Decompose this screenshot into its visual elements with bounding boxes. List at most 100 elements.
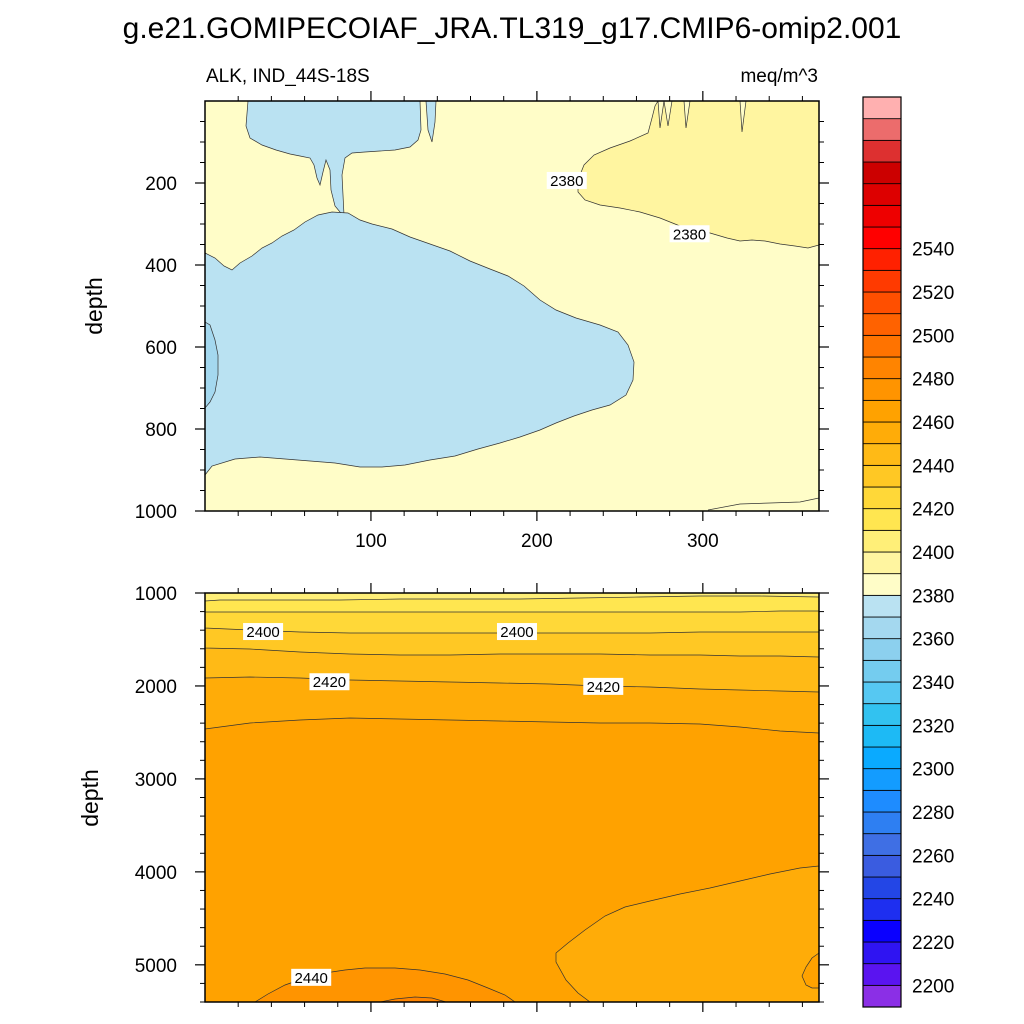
colorbar-tick-label: 2320	[912, 716, 954, 737]
colorbar-tick-label: 2360	[912, 630, 954, 651]
upper-contour-line-bottom-right	[707, 497, 819, 511]
lower-contour-label: 2400	[496, 623, 537, 641]
upper-y-tick-label: 200	[145, 174, 177, 195]
lower-contour-label-bg	[243, 623, 284, 641]
colorbar-swatch	[862, 161, 902, 185]
colorbar-swatch	[862, 659, 902, 683]
upper-y-tick-label: 800	[145, 420, 177, 441]
upper-contour-region-2370-lens	[205, 211, 635, 476]
colorbar-tick-label: 2380	[912, 586, 954, 607]
lower-panel-plot	[205, 593, 819, 1002]
lower-y-tick-label: 2000	[135, 677, 177, 698]
colorbar-swatch	[862, 96, 902, 120]
colorbar-tick-label: 2280	[912, 803, 954, 824]
upper-axes: 100 200 300 200 400 600 800 1000	[135, 91, 829, 552]
colorbar-swatch	[862, 984, 902, 1008]
lower-y-tick-label: 1000	[135, 584, 177, 605]
lower-contour-label-text: 2420	[313, 674, 346, 691]
colorbar-swatch	[862, 746, 902, 770]
colorbar-swatch	[862, 789, 902, 813]
colorbar-swatch	[862, 464, 902, 488]
colorbar-swatch	[862, 248, 902, 271]
upper-contour-label-text: 2380	[550, 173, 583, 190]
colorbar-swatch	[862, 313, 902, 336]
lower-contour-label-text: 2400	[500, 624, 533, 641]
lower-contour-label-bg	[291, 968, 332, 986]
chart-title: g.e21.GOMIPECOIAF_JRA.TL319_g17.CMIP6-om…	[123, 12, 902, 45]
lower-contour-region-2450	[379, 996, 447, 1002]
colorbar-swatch	[862, 226, 902, 250]
colorbar-swatch	[862, 421, 902, 445]
colorbar-swatch	[862, 594, 902, 618]
upper-x-tick-label: 200	[521, 531, 553, 552]
colorbar-swatch	[862, 334, 902, 358]
colorbar-swatch	[862, 378, 902, 401]
lower-contour-label-bg	[496, 623, 537, 641]
upper-y-axis-label: depth	[81, 277, 107, 335]
lower-contour-label: 2420	[309, 673, 350, 691]
colorbar-swatch	[862, 941, 902, 965]
lower-contour-label-text: 2420	[587, 679, 620, 696]
upper-x-tick-label: 300	[687, 531, 719, 552]
colorbar-swatch	[862, 139, 902, 163]
colorbar-swatch	[862, 399, 902, 423]
upper-y-tick-label: 400	[145, 256, 177, 277]
colorbar-swatch	[862, 183, 902, 206]
colorbar-tick-label: 2340	[912, 673, 954, 694]
upper-panel-plot	[205, 101, 819, 511]
colorbar-tick-label: 2220	[912, 933, 954, 954]
lower-contour-region-2430-edge	[801, 952, 819, 989]
colorbar-swatch	[862, 269, 902, 293]
lower-y-tick-label: 5000	[135, 956, 177, 977]
colorbar-tick-label: 2200	[912, 976, 954, 997]
upper-y-tick-label: 600	[145, 338, 177, 359]
colorbar-swatch	[862, 291, 902, 315]
lower-axes: 1000 2000 3000 4000 5000	[135, 583, 829, 1012]
upper-contour-label: 2380	[669, 225, 710, 243]
lower-contour-label-text: 2440	[295, 970, 328, 987]
lower-y-tick-label: 4000	[135, 863, 177, 884]
colorbar-swatch	[862, 768, 902, 791]
lower-contour-label: 2400	[243, 623, 284, 641]
upper-contour-label: 2380	[546, 171, 587, 190]
lower-contour-band-2395	[205, 593, 819, 602]
lower-contour-label: 2440	[291, 968, 332, 987]
colorbar-tick-label: 2440	[912, 456, 954, 477]
upper-contour-labels: 2380 2380	[546, 171, 710, 243]
colorbar-swatch	[862, 118, 902, 141]
colorbar-tick-label: 2540	[912, 240, 954, 261]
units-label: meq/m^3	[740, 66, 818, 87]
variable-label: ALK, IND_44S-18S	[206, 66, 370, 87]
colorbar-swatch	[862, 876, 902, 900]
colorbar-swatch	[862, 724, 902, 748]
colorbar-swatch	[862, 529, 902, 553]
upper-contour-label-text: 2380	[673, 226, 706, 243]
colorbar-swatch	[862, 703, 902, 726]
colorbar-swatch	[862, 811, 902, 835]
upper-x-tick-label: 100	[355, 531, 387, 552]
upper-contour-region-2365	[205, 321, 219, 409]
lower-contour-label: 2420	[583, 677, 624, 696]
colorbar-tick-label: 2460	[912, 413, 954, 434]
colorbar-swatch	[862, 963, 902, 986]
colorbar-tick-label: 2480	[912, 370, 954, 391]
colorbar-tick-label: 2240	[912, 890, 954, 911]
colorbar-swatch	[862, 573, 902, 596]
colorbar-tick-label: 2400	[912, 543, 954, 564]
lower-contour-label-bg	[583, 677, 624, 695]
colorbar-swatch	[862, 919, 902, 943]
upper-y-tick-label: 1000	[135, 502, 177, 523]
colorbar-swatch	[862, 204, 902, 228]
colorbar-swatch	[862, 616, 902, 640]
colorbar-tick-label: 2260	[912, 846, 954, 867]
colorbar-swatch	[862, 356, 902, 380]
lower-y-axis-label: depth	[77, 769, 103, 827]
colorbar-tick-label: 2500	[912, 326, 954, 347]
upper-contour-label-bg	[546, 171, 587, 189]
lower-contour-region-2425	[555, 865, 819, 1002]
colorbar-swatch	[862, 833, 902, 856]
colorbar-swatch	[862, 638, 902, 661]
upper-contour-region-2370-top	[245, 101, 437, 216]
colorbar-swatch	[862, 443, 902, 466]
